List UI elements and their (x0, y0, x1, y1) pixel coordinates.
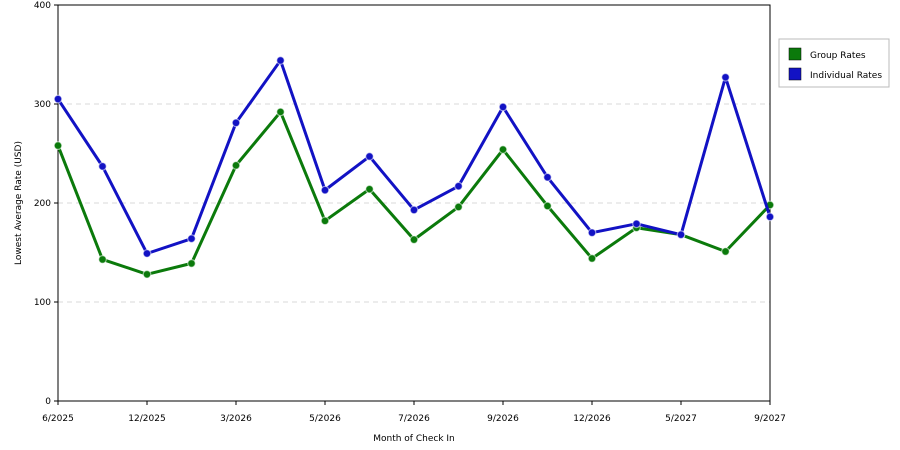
data-point-group-rates (498, 145, 508, 154)
series-group-rates (53, 107, 775, 279)
data-point-group-rates (320, 216, 330, 226)
data-point-individual-rates (231, 118, 241, 128)
legend: Group Rates Individual Rates (778, 38, 890, 88)
y-tick-label: 200 (34, 199, 51, 209)
data-point-individual-rates (53, 94, 63, 104)
data-point-group-rates (409, 235, 419, 245)
x-axis-title: Month of Check In (373, 434, 455, 444)
data-point-group-rates (231, 160, 241, 170)
data-point-individual-rates (142, 249, 152, 258)
y-tick-label: 300 (34, 100, 51, 110)
data-point-group-rates (587, 254, 597, 263)
data-point-individual-rates (98, 161, 107, 171)
legend-swatch-individual-rates (788, 67, 802, 81)
data-point-individual-rates (498, 102, 508, 112)
data-point-individual-rates (276, 56, 285, 65)
data-point-group-rates (276, 107, 285, 117)
y-tick-label: 100 (34, 298, 51, 308)
data-point-individual-rates (320, 185, 330, 195)
data-point-group-rates (142, 269, 152, 279)
data-point-group-rates (543, 201, 552, 211)
data-point-group-rates (365, 184, 374, 194)
x-tick-label: 12/2025 (128, 414, 165, 424)
data-point-group-rates (454, 202, 463, 212)
data-point-individual-rates (409, 205, 419, 215)
data-point-group-rates (187, 258, 196, 268)
y-tick-label: 0 (45, 397, 51, 407)
y-tick-label: 400 (34, 1, 51, 11)
grid-lines (58, 103, 770, 303)
legend-label-individual-rates: Individual Rates (810, 71, 882, 81)
data-point-individual-rates (365, 152, 374, 161)
series-individual-rates (53, 56, 775, 258)
x-tick-label: 3/2026 (220, 414, 252, 424)
x-tick-label: 5/2026 (309, 414, 341, 424)
x-tick-label: 7/2026 (398, 414, 430, 424)
legend-swatch-group-rates (788, 47, 802, 61)
x-tick-label: 6/2025 (42, 414, 74, 424)
x-tick-label: 12/2026 (573, 414, 611, 424)
data-point-individual-rates (543, 172, 552, 182)
data-point-individual-rates (632, 219, 641, 229)
x-tick-label: 9/2027 (754, 414, 786, 424)
series-line-group-rates (56, 110, 772, 276)
data-point-individual-rates (187, 234, 196, 244)
x-tick-label: 5/2027 (665, 414, 697, 424)
series-line-individual-rates (56, 58, 772, 255)
data-point-group-rates (98, 255, 107, 264)
y-axis: 0 100 200 300 400 (34, 1, 58, 407)
data-point-individual-rates (676, 230, 686, 240)
legend-label-group-rates: Group Rates (810, 51, 866, 61)
data-point-group-rates (721, 247, 730, 256)
data-point-individual-rates (587, 228, 597, 238)
data-point-group-rates (53, 141, 63, 150)
x-axis: 6/2025 12/2025 3/2026 5/2026 7/2026 9/2026 12/… (42, 401, 786, 424)
x-tick-label: 9/2026 (487, 414, 519, 424)
y-axis-title: Lowest Average Rate (USD) (14, 141, 24, 265)
data-point-individual-rates (765, 212, 775, 222)
data-point-individual-rates (454, 181, 463, 191)
series-layer (53, 56, 775, 279)
data-point-individual-rates (721, 72, 730, 82)
